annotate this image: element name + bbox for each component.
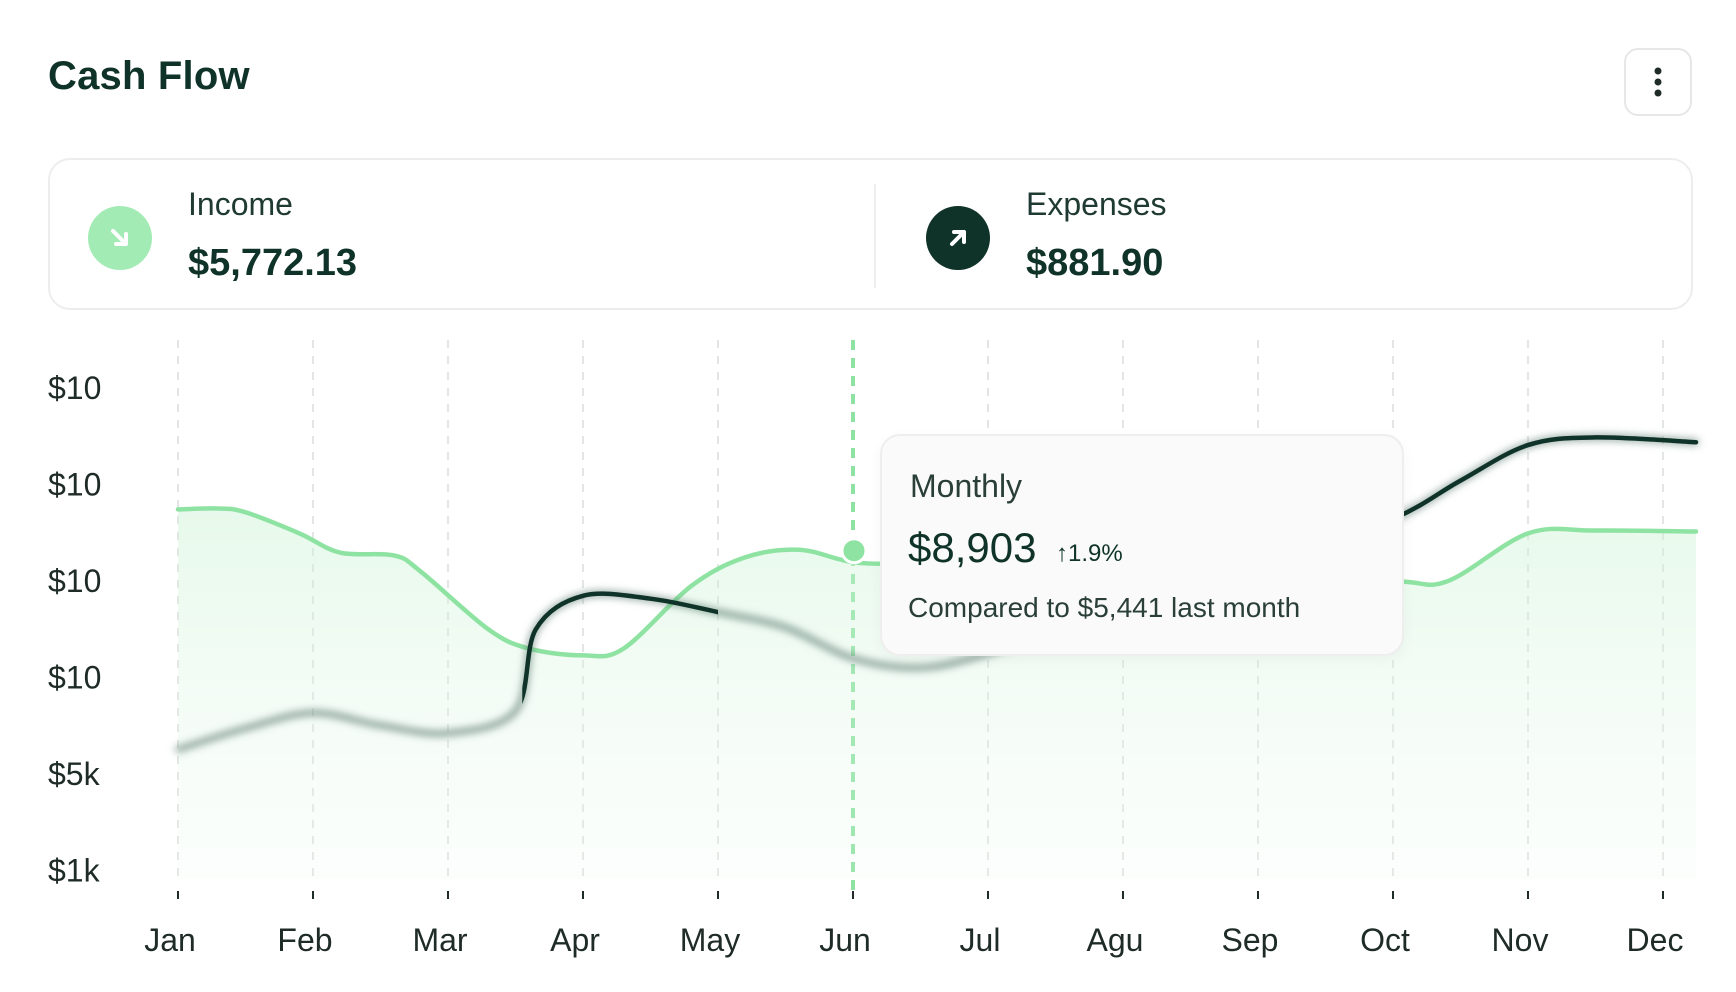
more-options-button[interactable] xyxy=(1624,48,1692,116)
cash-flow-chart: $10 $10 $10 $10 $5k $1k Jan Feb Mar Apr May Jun Jul… xyxy=(48,340,1699,958)
x-tick-label: Feb xyxy=(277,922,332,958)
income-icon-badge xyxy=(88,206,152,270)
tooltip-label: Monthly xyxy=(910,468,1023,504)
y-tick-label: $10 xyxy=(48,563,101,599)
y-tick-label: $10 xyxy=(48,370,101,406)
income-label: Income xyxy=(188,186,293,222)
tooltip-comparison: Compared to $5,441 last month xyxy=(908,592,1301,623)
x-tick-label: Mar xyxy=(412,922,467,958)
page-title: Cash Flow xyxy=(48,54,250,98)
y-tick-label: $10 xyxy=(48,660,101,696)
more-vertical-icon xyxy=(1654,67,1662,97)
x-tick-label: Sep xyxy=(1222,922,1279,958)
income-value: $5,772.13 xyxy=(188,242,358,284)
x-tick-label: May xyxy=(680,922,740,958)
x-tick-label: Apr xyxy=(550,922,600,958)
arrow-down-right-icon xyxy=(111,229,128,246)
expenses-icon-badge xyxy=(926,206,990,270)
tooltip-change: ↑1.9% xyxy=(1056,540,1123,567)
income-line xyxy=(175,506,1699,659)
x-tick-label: Jan xyxy=(144,922,196,958)
y-tick-label: $1k xyxy=(48,853,101,889)
x-tick-label: Jul xyxy=(960,922,1001,958)
summary-card: Income $5,772.13 Expenses $881.90 xyxy=(48,158,1693,310)
expenses-value: $881.90 xyxy=(1026,242,1164,284)
tooltip-value: $8,903 xyxy=(908,524,1037,571)
x-tick-label: Nov xyxy=(1492,922,1549,958)
y-tick-label: $10 xyxy=(48,467,101,503)
x-tick-label: Dec xyxy=(1627,922,1684,958)
x-tick-label: Jun xyxy=(819,922,871,958)
highlight-point[interactable] xyxy=(840,537,868,565)
x-tick-label: Oct xyxy=(1360,922,1410,958)
summary-divider xyxy=(874,184,876,288)
y-tick-label: $5k xyxy=(48,756,101,792)
chart-tooltip: Monthly $8,903 ↑1.9% Compared to $5,441 … xyxy=(880,434,1404,656)
expenses-label: Expenses xyxy=(1026,186,1167,222)
x-tick-label: Agu xyxy=(1087,922,1144,958)
arrow-up-right-icon xyxy=(950,230,966,246)
